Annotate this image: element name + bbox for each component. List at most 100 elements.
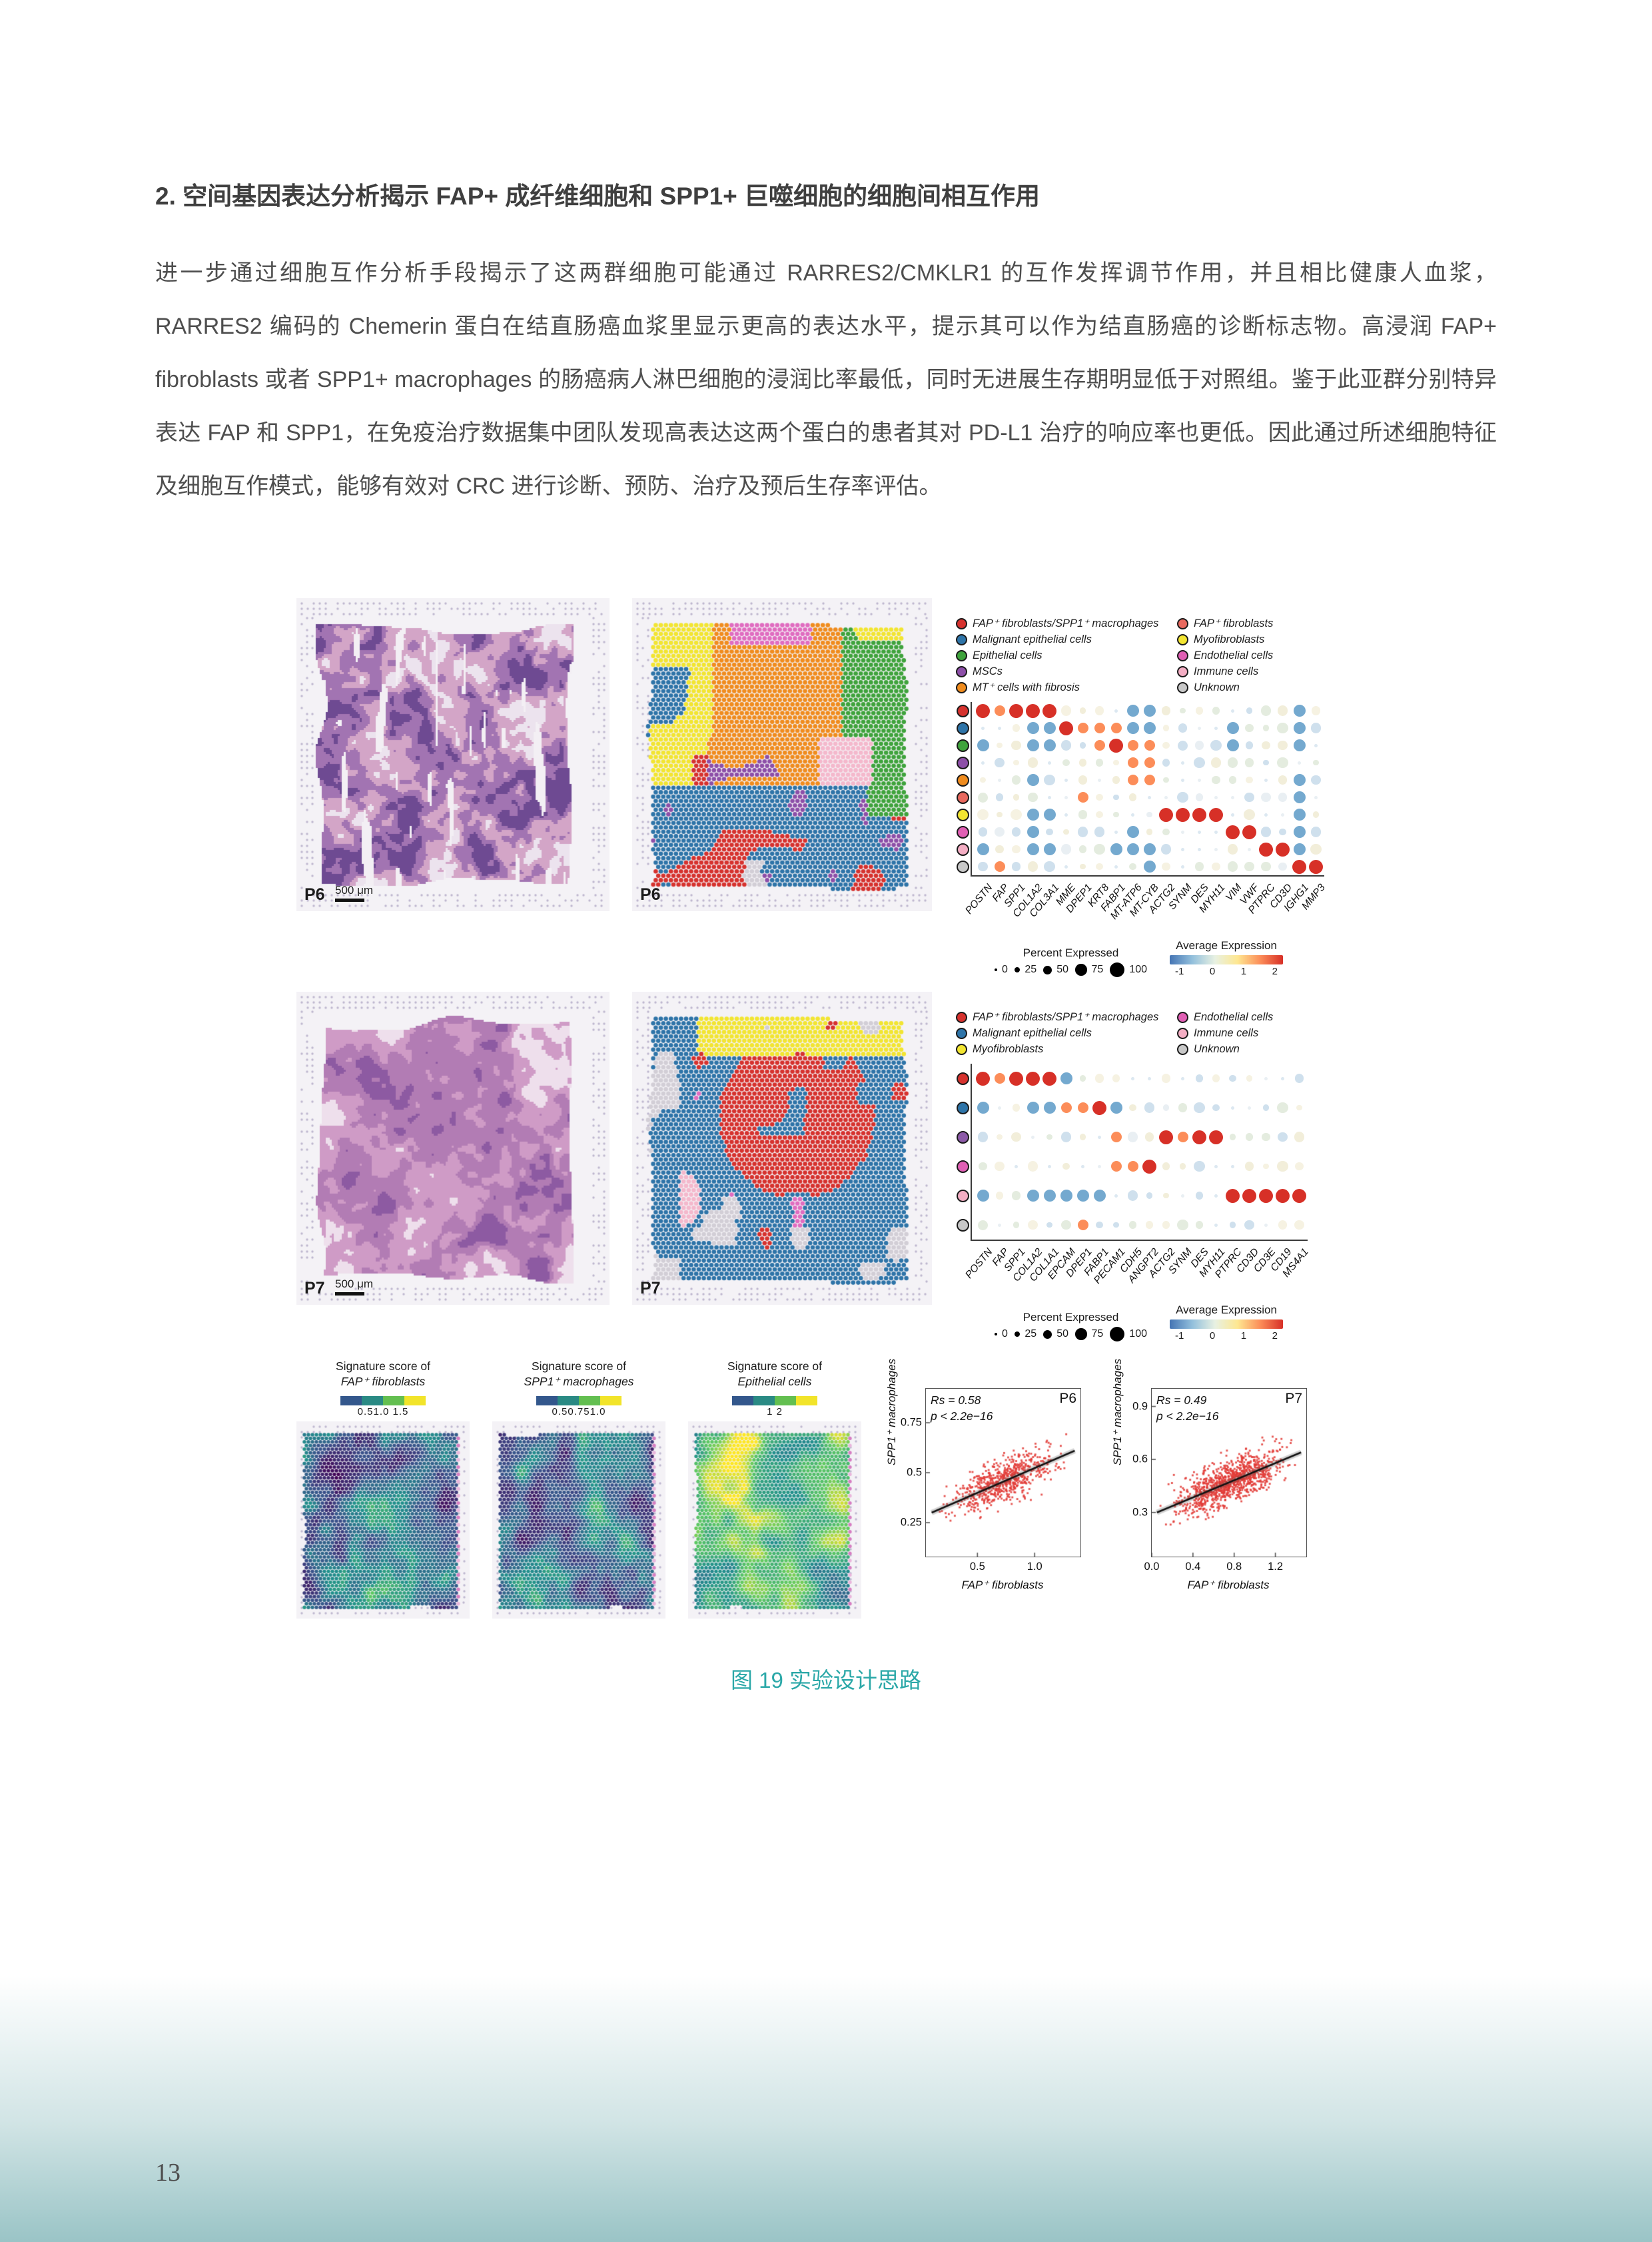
gene-label-slot: COL3A1 (1027, 877, 1061, 938)
dotplot-cell (1141, 740, 1158, 751)
dotplot-cell (1308, 723, 1324, 733)
dotplot-cell (1041, 809, 1058, 821)
legend-color-dot (956, 1043, 967, 1055)
cluster-marker-dot (956, 721, 969, 735)
dotplot-cell (1041, 1071, 1058, 1086)
scatter-panel-p7: SPP1⁺ macrophages Rs = 0.49 p < 2.2e−16 P7 0… (1110, 1359, 1313, 1620)
legend-item-label: Endothelial cells (1194, 649, 1274, 661)
scatter-p-value: p < 2.2e−16 (1156, 1409, 1219, 1423)
dotplot-cell (1158, 862, 1174, 871)
dotplot-row (975, 771, 1324, 789)
gene-label-slot: VIM (1223, 877, 1244, 938)
expression-dot (995, 827, 1005, 837)
dotplot-cell (1058, 1132, 1074, 1142)
expression-dot (995, 793, 1004, 801)
dotplot-cell (1124, 1190, 1141, 1201)
expression-dot (1245, 741, 1254, 749)
dotplot-cell (1191, 1160, 1208, 1172)
dotplot-cell (1124, 740, 1141, 751)
row-marker (955, 737, 971, 754)
expression-dot (1098, 1164, 1101, 1168)
dotplot-cell (1191, 847, 1208, 851)
dotplot-cell (1158, 759, 1174, 767)
dotplot-cell (1124, 1076, 1141, 1080)
expression-dot (1144, 740, 1155, 751)
dotplot-cell (1224, 825, 1241, 839)
p7-spatial-map (632, 992, 932, 1305)
percent-size-value: 25 (1025, 964, 1037, 975)
dotplot-cell (1241, 809, 1258, 821)
dotplot-cell (1174, 1194, 1191, 1198)
dotplot-cell (1124, 826, 1141, 838)
expression-dot (1314, 795, 1318, 799)
dotplot-cell (1208, 1164, 1224, 1168)
dotplot-cell (1025, 843, 1041, 855)
dotplot-cell (1258, 1104, 1274, 1111)
expression-dot (1146, 829, 1153, 835)
percent-size-pair: 100 (1110, 962, 1147, 977)
dotplot-legend: FAP⁺ fibroblasts/SPP1⁺ macrophages Malign… (956, 1009, 1354, 1057)
expression-dot (1114, 1194, 1118, 1198)
signature-colorbar (340, 1396, 426, 1405)
expression-dot (977, 739, 989, 751)
dotplot-legend-column: FAP⁺ fibroblasts/SPP1⁺ macrophages Malign… (956, 1009, 1177, 1057)
expression-dot (1042, 703, 1056, 718)
expression-dot (1060, 844, 1072, 855)
dotplot-cell (1208, 847, 1224, 851)
dotplot-cell (1008, 740, 1025, 751)
dotplot-row (975, 754, 1324, 771)
dotplot-cell (1174, 807, 1191, 822)
expression-dot (997, 1134, 1003, 1140)
row-marker (955, 719, 971, 737)
expression-dot (1114, 709, 1118, 713)
signature-colorbar-ticks: 0.51.0 1.5 (357, 1406, 409, 1417)
expression-dot (1059, 721, 1073, 735)
expression-dot (1026, 1071, 1040, 1086)
legend-item: Myofibroblasts (1177, 631, 1273, 647)
expression-dot (1160, 844, 1172, 855)
dotplot-row (975, 841, 1324, 858)
dotplot-cell (991, 1192, 1008, 1200)
expression-dot (1046, 1222, 1052, 1228)
dotplot-cell (1124, 843, 1141, 855)
expression-dot (1292, 859, 1306, 874)
x-tick-label: 0.0 (1144, 1561, 1160, 1573)
dotplot-gene-axis: POSTN FAP SPP1 COL1A2 COL3A1 MME DPEP1 KRT8 FABP… (963, 877, 1354, 938)
dotplot-cell (1091, 843, 1108, 855)
scatter-panel-p6: SPP1⁺ macrophages Rs = 0.58 p < 2.2e−16 P6 0… (884, 1359, 1087, 1620)
expression-dot (1043, 809, 1056, 821)
dotplot-cell (975, 703, 991, 718)
dotplot-cell (991, 757, 1008, 768)
dotplot-row-markers (955, 702, 971, 877)
expression-dot (1245, 723, 1254, 733)
expression-dot (1214, 1194, 1218, 1198)
legend-color-dot (956, 665, 967, 677)
expression-dot (1096, 1221, 1103, 1229)
legend-item: Malignant epithelial cells (956, 1025, 1177, 1041)
cluster-marker-dot (956, 739, 969, 752)
dotplot-cell (1274, 1076, 1291, 1080)
dotplot-cell (1025, 703, 1041, 718)
dotplot-cell (1158, 1130, 1174, 1144)
expression-dot (1229, 1134, 1236, 1140)
legend-item: FAP⁺ fibroblasts/SPP1⁺ macrophages (956, 1009, 1177, 1025)
dotplot-cell (1091, 740, 1108, 751)
dotplot-cell (1091, 1074, 1108, 1083)
dotplot-cell (1241, 758, 1258, 767)
expression-dot (977, 1102, 989, 1114)
dotplot-cell (1025, 861, 1041, 872)
dotplot-cell (1258, 1132, 1274, 1142)
signature-score-map (492, 1421, 665, 1619)
expression-dot (1260, 827, 1272, 837)
dotplot-cell (1224, 1134, 1241, 1140)
scatter-x-axis-label: FAP⁺ fibroblasts (961, 1579, 1044, 1591)
percent-size-value: 0 (1002, 1328, 1008, 1339)
dotplot-cell (991, 793, 1008, 801)
dotplot-cell (1124, 1221, 1141, 1229)
expression-dot (1159, 807, 1173, 822)
expression-dot (976, 1071, 990, 1086)
dotplot-cell (1191, 1130, 1208, 1144)
expression-dot (1145, 1221, 1154, 1229)
dotplot-cell (1058, 1102, 1074, 1113)
dotplot-cell (1041, 722, 1058, 734)
